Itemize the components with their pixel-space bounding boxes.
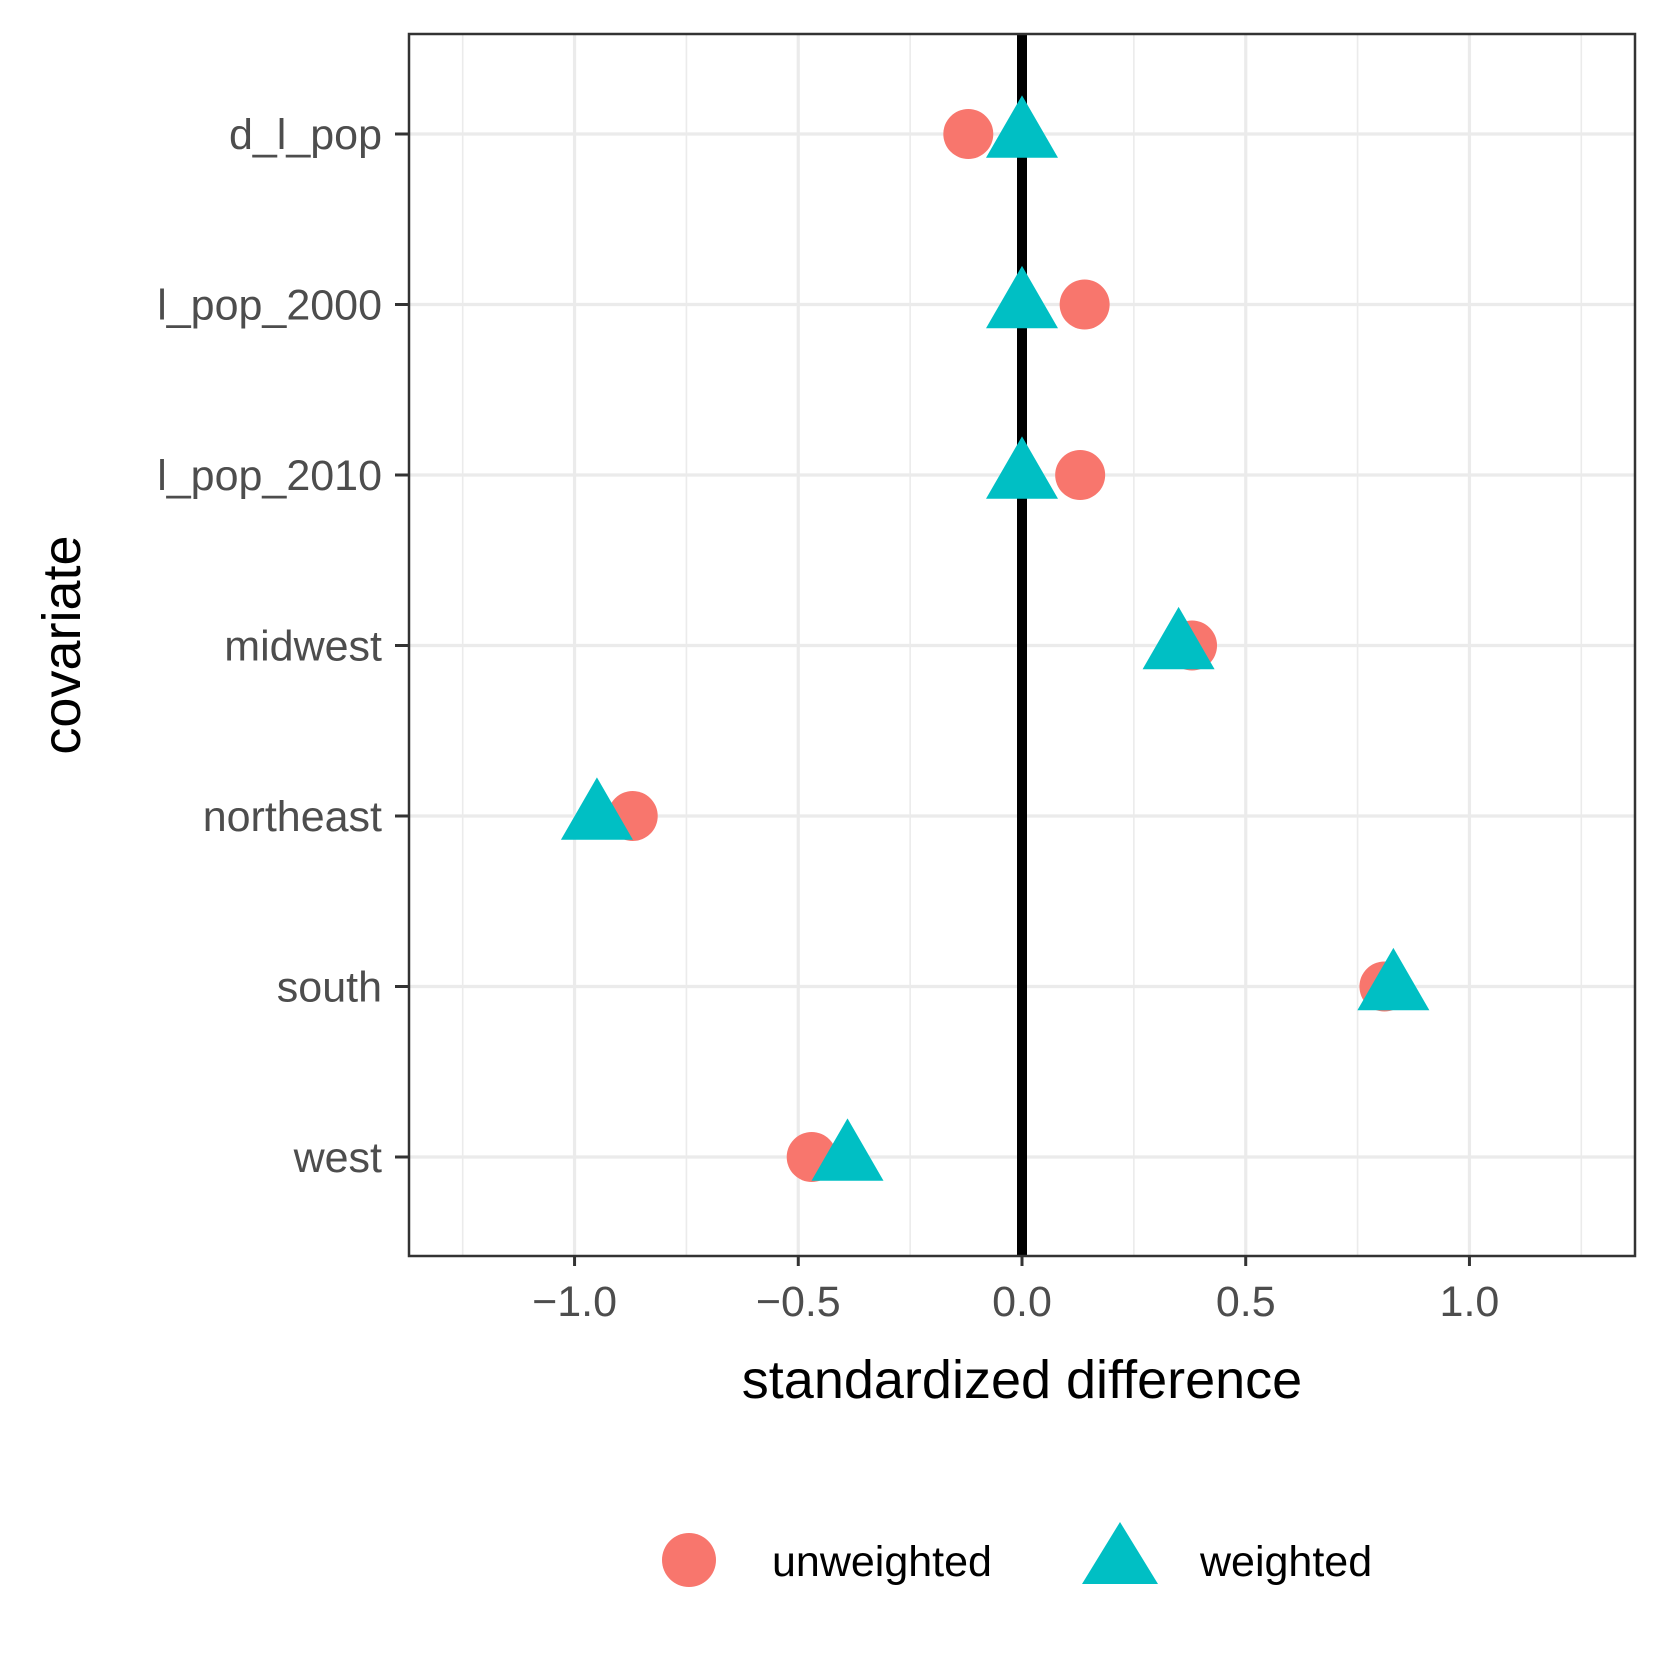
point-weighted-northeast	[560, 777, 633, 840]
x-tick-label: −1.0	[532, 1278, 617, 1326]
y-tick-label: l_pop_2000	[157, 282, 382, 330]
x-tick-label: 1.0	[1440, 1278, 1500, 1326]
y-tick-label: northeast	[203, 793, 382, 841]
y-tick-label: west	[293, 1134, 382, 1182]
point-weighted-south	[1357, 947, 1430, 1011]
point-unweighted-l_pop_2010	[1055, 450, 1106, 500]
point-weighted-d_l_pop	[986, 95, 1058, 158]
y-tick-label: south	[277, 964, 382, 1012]
y-tick-label: midwest	[224, 623, 382, 671]
x-tick-label: 0.0	[992, 1278, 1052, 1326]
point-weighted-l_pop_2000	[986, 265, 1058, 329]
legend-key-unweighted	[662, 1533, 716, 1587]
point-unweighted-l_pop_2000	[1059, 279, 1110, 330]
point-unweighted-d_l_pop	[943, 109, 994, 159]
y-tick-label: d_l_pop	[229, 111, 382, 159]
legend: unweighted weighted	[662, 1522, 1372, 1587]
y-tick-label: l_pop_2010	[157, 452, 382, 500]
y-axis-title: covariate	[32, 535, 92, 754]
point-weighted-midwest	[1142, 606, 1215, 670]
x-tick-label: 0.5	[1216, 1278, 1276, 1326]
x-tick-label: −0.5	[756, 1278, 841, 1326]
point-weighted-l_pop_2010	[986, 436, 1058, 499]
data-points	[560, 95, 1430, 1182]
axis-ticks: −1.0 −0.5 0.0 0.5 1.0 d_l_pop l_pop_2000 l_pop_…	[157, 111, 1499, 1326]
x-axis-title: standardized difference	[742, 1350, 1302, 1410]
point-weighted-west	[811, 1118, 884, 1181]
legend-label-weighted: weighted	[1199, 1538, 1372, 1586]
legend-key-weighted	[1082, 1522, 1158, 1584]
legend-label-unweighted: unweighted	[772, 1538, 992, 1586]
